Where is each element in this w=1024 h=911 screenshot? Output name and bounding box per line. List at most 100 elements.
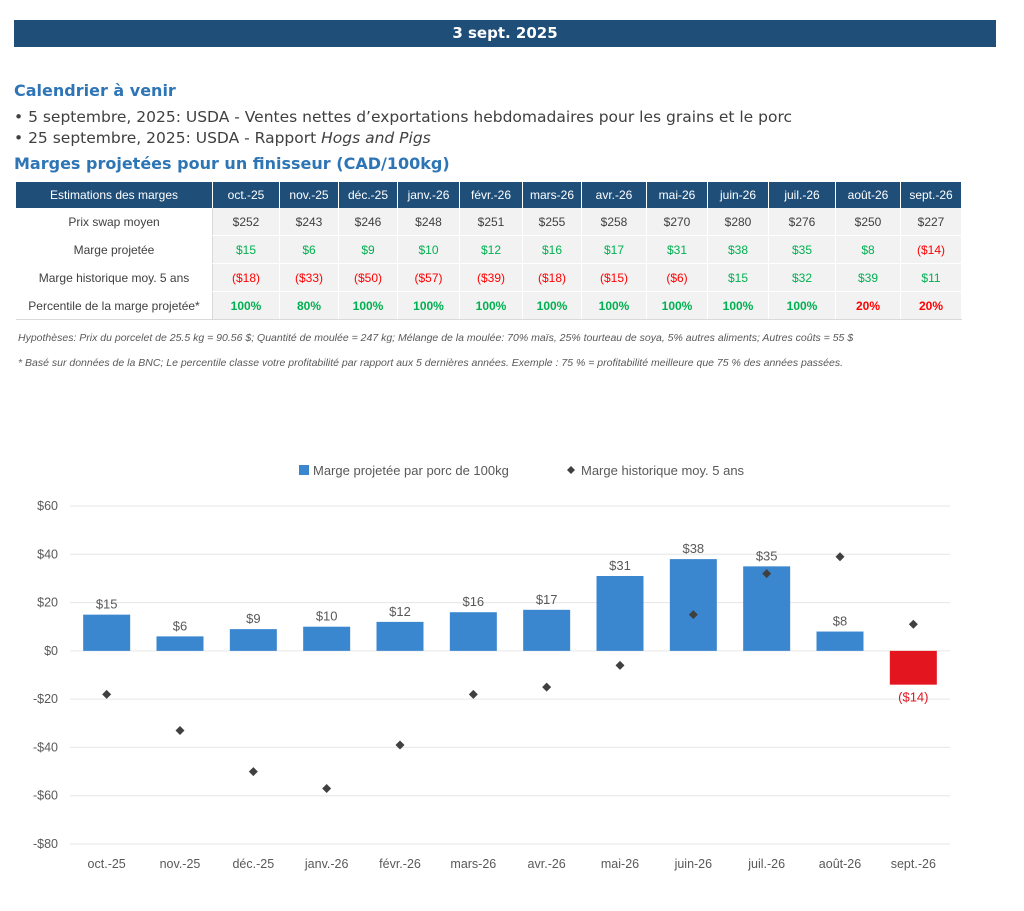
table-cell: $250 [835, 208, 901, 236]
table-cell: 80% [279, 291, 339, 320]
month-header: janv.-26 [397, 182, 460, 208]
table-cell: ($15) [581, 263, 647, 292]
bar [816, 631, 864, 651]
table-cell: ($6) [646, 263, 708, 292]
table-cell: 100% [646, 291, 708, 320]
table-cell: ($14) [900, 235, 962, 264]
table-row: Percentile de la marge projetée* 100% 80% 1… [16, 291, 962, 320]
table-cell: $227 [900, 208, 962, 236]
bar [229, 629, 277, 651]
table-title: Marges projetées pour un finisseur (CAD/… [14, 154, 450, 173]
y-tick-label: $40 [37, 547, 58, 561]
bar [889, 650, 937, 685]
table-cell: $246 [338, 208, 398, 236]
month-header: août-26 [835, 182, 901, 208]
table-cell: 20% [835, 291, 901, 320]
x-tick-label: févr.-26 [379, 857, 421, 871]
table-cell: $9 [338, 235, 398, 264]
x-tick-label: mars-26 [450, 857, 496, 871]
table-cell: $248 [397, 208, 460, 236]
row-label: Percentile de la marge projetée* [16, 291, 213, 320]
data-label: $35 [756, 548, 778, 563]
table-cell: ($39) [459, 263, 523, 292]
data-label: ($14) [898, 690, 928, 705]
y-tick-label: $20 [37, 596, 58, 610]
chart-legend: Marge projetée par porc de 100kg Marge h… [299, 463, 745, 478]
calendar-item: • 5 septembre, 2025: USDA - Ventes nette… [14, 108, 792, 126]
table-cell: $280 [707, 208, 769, 236]
x-tick-label: juin-26 [674, 857, 713, 871]
x-tick-label: avr.-26 [528, 857, 566, 871]
row-label: Marge historique moy. 5 ans [16, 263, 213, 292]
table-cell: ($50) [338, 263, 398, 292]
y-tick-label: $60 [37, 499, 58, 513]
bar [83, 614, 131, 651]
x-tick-label: sept.-26 [891, 857, 936, 871]
x-tick-label: déc.-25 [232, 857, 274, 871]
table-cell: $12 [459, 235, 523, 264]
table-cell: ($57) [397, 263, 460, 292]
historical-marker [175, 726, 185, 736]
table-cell: $8 [835, 235, 901, 264]
y-tick-label: $0 [44, 644, 58, 658]
data-label: $9 [246, 611, 260, 626]
data-label: $8 [833, 614, 847, 629]
table-cell: $32 [768, 263, 836, 292]
table-cell: $15 [707, 263, 769, 292]
data-label: $17 [536, 592, 558, 607]
calendar-item: • 25 septembre, 2025: USDA - Rapport Hog… [14, 129, 431, 147]
table-cell: $255 [522, 208, 582, 236]
table-cell: $38 [707, 235, 769, 264]
calendar-item-italic: Hogs and Pigs [321, 129, 431, 147]
legend-marker-swatch [567, 466, 575, 474]
month-header: oct.-25 [212, 182, 280, 208]
table-cell: 100% [707, 291, 769, 320]
bar [376, 621, 424, 651]
table-row: Marge projetée $15 $6 $9 $10 $12 $16 $17 $31 $38 $… [16, 235, 962, 264]
bar [743, 566, 791, 651]
calendar-item-text: • 5 septembre, 2025: USDA - Ventes nette… [14, 108, 793, 126]
table-cell: 100% [459, 291, 523, 320]
table-cell: $16 [522, 235, 582, 264]
table-header-row: Estimations des marges oct.-25 nov.-25 d… [16, 182, 962, 208]
historical-marker [468, 689, 478, 699]
table-row: Marge historique moy. 5 ans ($18) ($33) ($5… [16, 263, 962, 292]
x-tick-label: août-26 [819, 857, 861, 871]
historical-marker [395, 740, 405, 750]
bar [156, 636, 204, 651]
assumptions-note: Hypothèses: Prix du porcelet de 25.5 kg … [18, 332, 854, 344]
table-cell: 20% [900, 291, 962, 320]
data-label: $16 [462, 594, 484, 609]
x-tick-label: oct.-25 [88, 857, 126, 871]
calendar-title: Calendrier à venir [14, 81, 176, 100]
row-label: Prix swap moyen [16, 208, 213, 236]
bar [523, 609, 571, 651]
month-header: mai-26 [646, 182, 708, 208]
table-cell: $252 [212, 208, 280, 236]
x-tick-label: mai-26 [601, 857, 639, 871]
historical-marker [248, 767, 258, 777]
y-tick-label: -$40 [33, 740, 58, 754]
month-header: sept.-26 [900, 182, 962, 208]
data-label: $10 [316, 609, 338, 624]
x-tick-label: janv.-26 [304, 857, 349, 871]
percentile-note: * Basé sur données de la BNC; Le percent… [18, 357, 844, 369]
table-cell: $276 [768, 208, 836, 236]
bar [669, 559, 717, 651]
table-cell: ($18) [522, 263, 582, 292]
table-cell: $10 [397, 235, 460, 264]
table-cell: $11 [900, 263, 962, 292]
table-row: Prix swap moyen $252 $243 $246 $248 $251 $255 $… [16, 208, 962, 236]
table-cell: 100% [338, 291, 398, 320]
table-cell: $39 [835, 263, 901, 292]
historical-marker [102, 689, 112, 699]
month-header: mars-26 [522, 182, 582, 208]
table-cell: $17 [581, 235, 647, 264]
table-corner-header: Estimations des marges [16, 182, 213, 208]
table-cell: 100% [581, 291, 647, 320]
legend-bar-label: Marge projetée par porc de 100kg [313, 463, 509, 478]
x-tick-label: juil.-26 [747, 857, 785, 871]
date-banner: 3 sept. 2025 [14, 20, 996, 47]
table-cell: $35 [768, 235, 836, 264]
table-cell: ($33) [279, 263, 339, 292]
